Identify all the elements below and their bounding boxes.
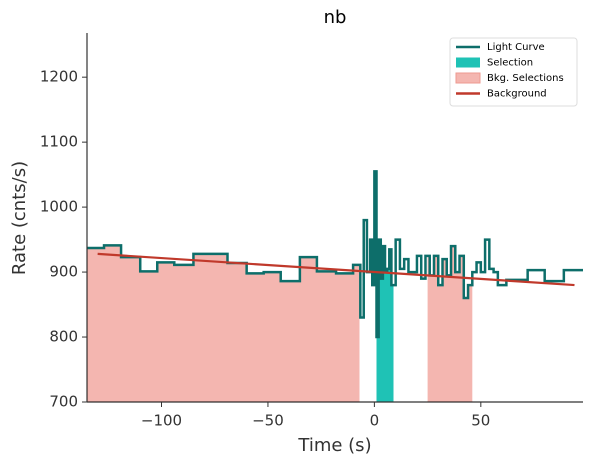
y-tick-label: 800	[49, 328, 78, 346]
y-axis-label: Rate (cnts/s)	[9, 161, 30, 275]
x-tick-label: 50	[471, 412, 490, 430]
y-tick-label: 900	[49, 263, 78, 281]
y-tick-label: 700	[49, 393, 78, 411]
y-tick-label: 1100	[40, 133, 78, 151]
x-tick-label: −100	[141, 412, 182, 430]
y-tick-label: 1000	[40, 198, 78, 216]
legend-swatch	[456, 57, 480, 68]
x-tick-label: −50	[252, 412, 284, 430]
legend-label: Background	[487, 89, 547, 100]
legend-label: Bkg. Selections	[487, 73, 564, 84]
selection	[376, 171, 394, 402]
legend-swatch	[455, 72, 481, 84]
legend-box	[449, 37, 578, 107]
legend-label: Light Curve	[487, 42, 545, 53]
chart-title: nb	[324, 7, 347, 28]
y-tick-label: 1200	[40, 68, 78, 86]
x-tick-label: 0	[370, 412, 380, 430]
background-line	[97, 252, 575, 287]
legend-label: Selection	[487, 58, 533, 69]
light-curve	[87, 170, 583, 339]
bkg-selection	[87, 244, 360, 402]
x-axis-label: Time (s)	[297, 435, 371, 456]
bkg-group	[87, 244, 360, 402]
